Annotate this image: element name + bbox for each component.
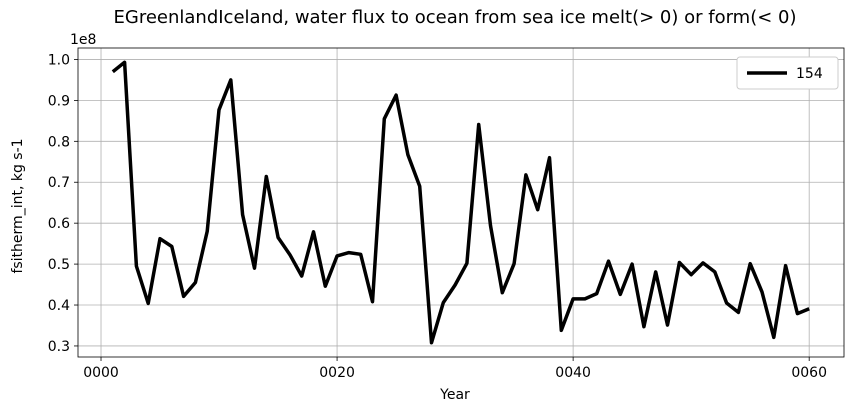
y-tick-label: 0.4 bbox=[48, 298, 70, 314]
grid bbox=[78, 48, 844, 357]
plot-frame bbox=[77, 47, 845, 358]
x-tick-label: 0000 bbox=[83, 365, 119, 381]
y-tick-label: 0.7 bbox=[48, 175, 70, 191]
legend-label: 154 bbox=[796, 66, 823, 82]
axis-ticks: 0000 0020 0040 0060 0.3 0.4 0.5 0.6 0.7 0.8 0.9 1.0 bbox=[48, 52, 827, 381]
series-layer bbox=[111, 60, 810, 345]
x-axis-label: Year bbox=[439, 387, 470, 403]
y-tick-label: 0.6 bbox=[48, 216, 70, 232]
x-tick-label: 0040 bbox=[555, 365, 591, 381]
x-tick-label: 0020 bbox=[319, 365, 355, 381]
y-axis-label: fsitherm_int, kg s-1 bbox=[10, 138, 26, 273]
y-tick-label: 0.8 bbox=[48, 134, 70, 150]
x-tick-label: 0060 bbox=[791, 365, 827, 381]
y-tick-label: 0.3 bbox=[48, 339, 70, 355]
legend: 154 bbox=[736, 56, 839, 90]
y-tick-label: 1.0 bbox=[48, 52, 70, 68]
y-tick-label: 0.9 bbox=[48, 93, 70, 109]
y-tick-label: 0.5 bbox=[48, 257, 70, 273]
legend-box bbox=[736, 56, 839, 90]
y-offset-label: 1e8 bbox=[70, 32, 96, 48]
series-line-154 bbox=[111, 60, 810, 345]
chart-title: EGreenlandIceland, water flux to ocean f… bbox=[114, 7, 797, 28]
